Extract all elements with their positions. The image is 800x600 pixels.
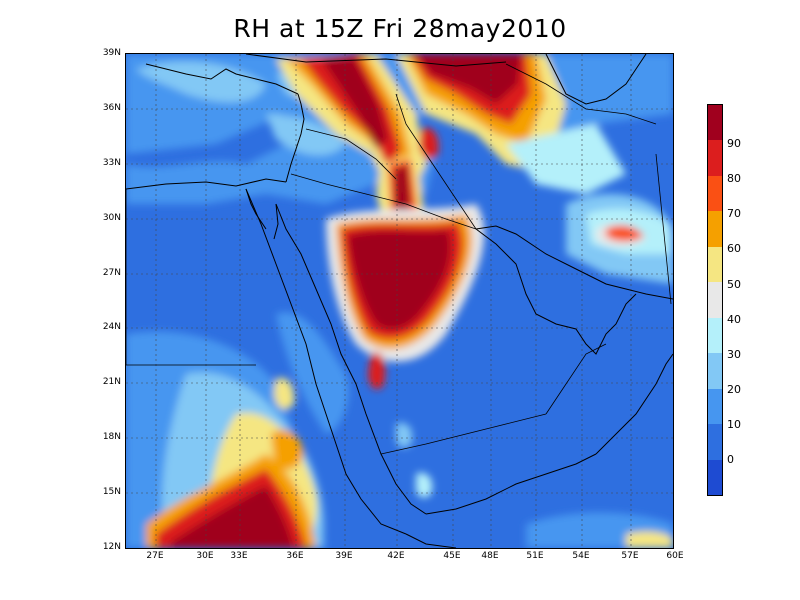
lon-label-51e: 51E bbox=[526, 551, 544, 561]
colorbar-swatch-80 bbox=[708, 140, 722, 176]
colorbar-swatch-40 bbox=[708, 282, 722, 318]
colorbar-label-40: 40 bbox=[727, 313, 741, 326]
rh-field bbox=[126, 54, 673, 548]
colorbar-label-50: 50 bbox=[727, 278, 741, 291]
lon-label-27e: 27E bbox=[146, 551, 164, 561]
lat-label-12n: 12N bbox=[102, 542, 121, 552]
colorbar-swatch-90 bbox=[708, 105, 722, 140]
colorbar-swatch-70 bbox=[708, 176, 722, 211]
lat-label-39n: 39N bbox=[102, 48, 121, 58]
rh-contours bbox=[126, 54, 673, 548]
lat-label-27n: 27N bbox=[102, 268, 121, 278]
lon-label-48e: 48E bbox=[481, 551, 499, 561]
colorbar-label-70: 70 bbox=[727, 207, 741, 220]
lon-label-39e: 39E bbox=[335, 551, 353, 561]
colorbar-swatch-0 bbox=[708, 424, 722, 460]
colorbar-label-30: 30 bbox=[727, 348, 741, 361]
colorbar-label-90: 90 bbox=[727, 137, 741, 150]
colorbar-label-10: 10 bbox=[727, 418, 741, 431]
lon-label-57e: 57E bbox=[621, 551, 639, 561]
country-borders bbox=[126, 63, 672, 455]
colorbar-label-80: 80 bbox=[727, 172, 741, 185]
lat-label-24n: 24N bbox=[102, 322, 121, 332]
colorbar-swatch-30 bbox=[708, 318, 722, 353]
lon-label-33e: 33E bbox=[230, 551, 248, 561]
rh-map bbox=[125, 53, 674, 549]
lat-label-36n: 36N bbox=[102, 103, 121, 113]
lat-label-30n: 30N bbox=[102, 213, 121, 223]
lon-label-42e: 42E bbox=[387, 551, 405, 561]
lon-label-30e: 30E bbox=[196, 551, 214, 561]
colorbar-swatch-20 bbox=[708, 353, 722, 389]
lat-label-18n: 18N bbox=[102, 432, 121, 442]
colorbar-swatch-60 bbox=[708, 211, 722, 247]
lat-label-33n: 33N bbox=[102, 158, 121, 168]
colorbar-swatch-10 bbox=[708, 389, 722, 424]
colorbar-label-60: 60 bbox=[727, 242, 741, 255]
colorbar-label-0: 0 bbox=[727, 453, 734, 466]
lon-label-45e: 45E bbox=[443, 551, 461, 561]
lon-label-60e: 60E bbox=[666, 551, 684, 561]
lon-label-54e: 54E bbox=[572, 551, 590, 561]
colorbar-label-20: 20 bbox=[727, 383, 741, 396]
lat-label-15n: 15N bbox=[102, 487, 121, 497]
grid-lines bbox=[126, 54, 673, 548]
colorbar bbox=[707, 104, 723, 496]
colorbar-swatch-50 bbox=[708, 247, 722, 282]
colorbar-swatch-below bbox=[708, 460, 722, 495]
coastlines bbox=[126, 54, 673, 548]
lon-label-36e: 36E bbox=[286, 551, 304, 561]
map-title: RH at 15Z Fri 28may2010 bbox=[233, 14, 567, 43]
lat-label-21n: 21N bbox=[102, 377, 121, 387]
